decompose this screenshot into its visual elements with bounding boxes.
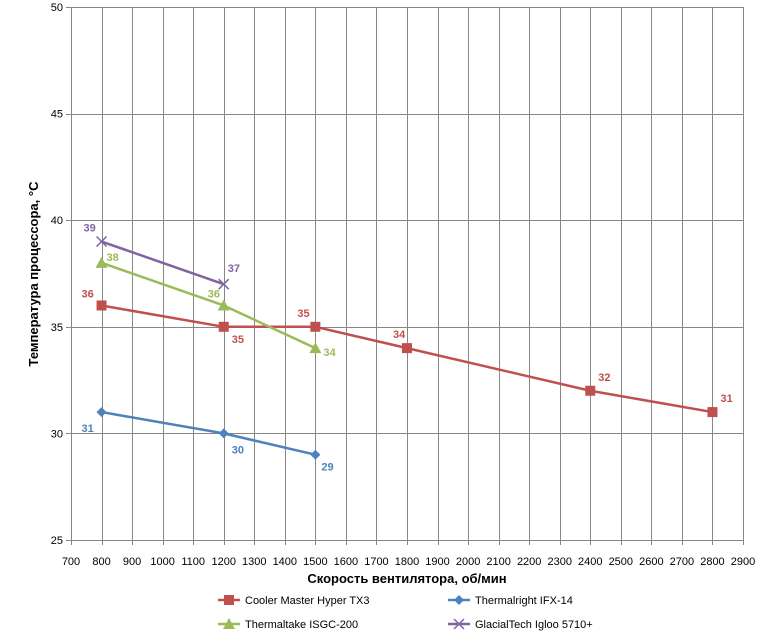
x-tick-label: 700 bbox=[62, 556, 80, 568]
data-label-2-2: 34 bbox=[323, 347, 336, 359]
legend-label-2: Thermaltake ISGC-200 bbox=[245, 619, 358, 631]
series-layer bbox=[95, 235, 718, 460]
x-axis-title: Скорость вентилятора, об/мин bbox=[307, 571, 506, 586]
data-label-0-4: 32 bbox=[598, 372, 610, 384]
x-tick-label: 2300 bbox=[547, 556, 571, 568]
x-tick-label: 1000 bbox=[150, 556, 174, 568]
data-point-2-0 bbox=[95, 256, 108, 268]
data-label-0-1: 35 bbox=[232, 334, 244, 346]
y-axis-ticks: 25 30 35 40 45 50 bbox=[51, 2, 63, 547]
y-axis-title: Температура процессора, °C bbox=[26, 181, 41, 367]
x-tick-label: 1900 bbox=[425, 556, 449, 568]
data-point-1-0 bbox=[96, 407, 107, 418]
x-tick-label: 2900 bbox=[731, 556, 755, 568]
x-tick-label: 1800 bbox=[395, 556, 419, 568]
data-label-1-2: 29 bbox=[321, 462, 333, 474]
legend-label-1: Thermalright IFX-14 bbox=[475, 595, 573, 607]
data-label-3-1: 37 bbox=[228, 263, 240, 275]
legend-marker-0 bbox=[224, 595, 234, 605]
data-point-0-0 bbox=[96, 300, 107, 311]
data-point-1-2 bbox=[310, 449, 321, 460]
x-tick-label: 1500 bbox=[303, 556, 327, 568]
y-tick-label: 45 bbox=[51, 109, 63, 121]
data-label-2-1: 36 bbox=[208, 288, 220, 300]
legend: Cooler Master Hyper TX3 Thermalright IFX-… bbox=[218, 595, 593, 631]
data-point-0-3 bbox=[402, 343, 412, 354]
x-tick-label: 2100 bbox=[486, 556, 510, 568]
data-label-0-5: 31 bbox=[720, 393, 732, 405]
axes bbox=[66, 7, 744, 545]
legend-label-3: GlacialTech Igloo 5710+ bbox=[475, 619, 593, 631]
legend-label-0: Cooler Master Hyper TX3 bbox=[245, 595, 370, 607]
legend-marker-1 bbox=[454, 595, 464, 605]
series-line-0 bbox=[101, 304, 713, 414]
x-tick-label: 1600 bbox=[334, 556, 358, 568]
y-tick-label: 40 bbox=[51, 215, 63, 227]
legend-marker-2 bbox=[223, 618, 235, 629]
data-point-0-5 bbox=[707, 407, 718, 418]
x-tick-label: 2400 bbox=[578, 556, 602, 568]
data-point-2-2 bbox=[309, 342, 322, 354]
x-tick-label: 800 bbox=[92, 556, 110, 568]
y-tick-label: 30 bbox=[51, 428, 63, 440]
y-tick-label: 50 bbox=[51, 2, 63, 14]
x-tick-label: 1200 bbox=[211, 556, 235, 568]
data-point-0-1 bbox=[218, 321, 229, 332]
x-tick-label: 1400 bbox=[273, 556, 297, 568]
data-point-0-2 bbox=[310, 321, 321, 332]
data-label-1-1: 30 bbox=[232, 444, 244, 456]
x-tick-label: 900 bbox=[123, 556, 141, 568]
x-tick-label: 2800 bbox=[700, 556, 724, 568]
x-tick-label: 2200 bbox=[517, 556, 541, 568]
data-label-0-0: 36 bbox=[82, 288, 94, 300]
data-point-3-0 bbox=[96, 235, 108, 248]
x-tick-label: 2000 bbox=[456, 556, 480, 568]
series-line-3 bbox=[101, 240, 225, 286]
data-label-1-0: 31 bbox=[82, 423, 94, 435]
x-tick-label: 2600 bbox=[639, 556, 663, 568]
x-axis-ticks: 700 800 900 1000 1100 1200 1300 1400 1500 1600 170… bbox=[62, 556, 755, 568]
data-point-1-1 bbox=[218, 428, 229, 439]
legend-marker-3 bbox=[453, 618, 465, 630]
data-label-3-0: 39 bbox=[84, 223, 96, 235]
data-label-2-0: 38 bbox=[107, 252, 119, 264]
data-point-3-1 bbox=[218, 278, 230, 290]
x-tick-label: 1100 bbox=[181, 556, 205, 568]
data-labels-layer: 36 35 35 34 32 31 31 30 29 38 36 34 39 37 bbox=[82, 223, 733, 474]
y-tick-label: 25 bbox=[51, 535, 63, 547]
y-tick-label: 35 bbox=[51, 322, 63, 334]
x-tick-label: 1700 bbox=[364, 556, 388, 568]
data-point-2-1 bbox=[217, 299, 230, 311]
x-tick-label: 2700 bbox=[670, 556, 694, 568]
x-tick-label: 2500 bbox=[609, 556, 633, 568]
data-point-0-4 bbox=[585, 385, 596, 396]
gridlines bbox=[71, 7, 744, 540]
x-tick-label: 1300 bbox=[242, 556, 266, 568]
data-label-0-2: 35 bbox=[297, 308, 309, 320]
data-label-0-3: 34 bbox=[393, 329, 406, 341]
